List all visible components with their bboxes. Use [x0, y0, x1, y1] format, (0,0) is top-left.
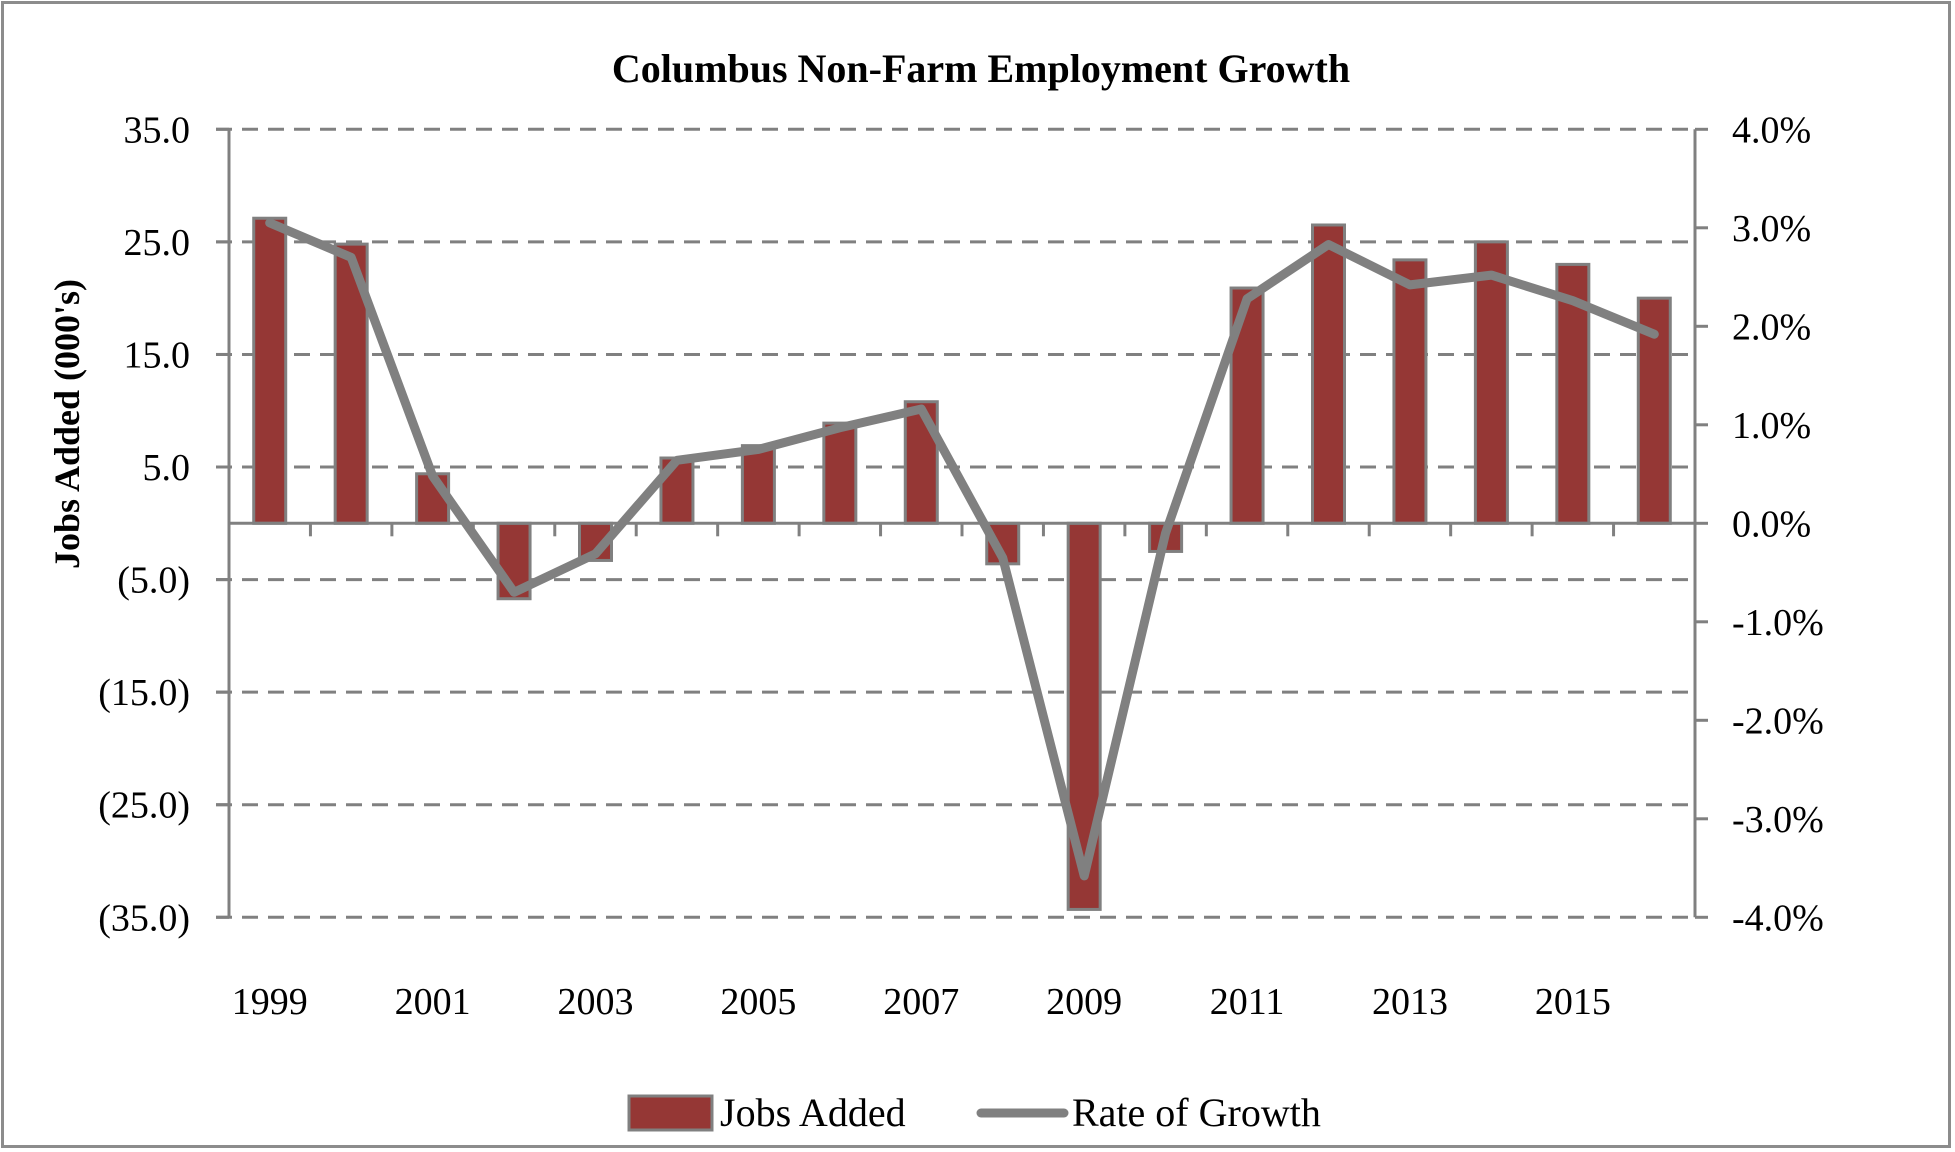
x-tick-label: 2013: [1372, 981, 1448, 1023]
x-tick-label: 2015: [1535, 981, 1611, 1023]
x-tick-label: 2007: [883, 981, 959, 1023]
left-tick-label: (25.0): [98, 785, 190, 827]
x-tick-label: 2011: [1210, 981, 1285, 1023]
right-tick-label: 1.0%: [1732, 405, 1811, 447]
line-series-rate-of-growth: [265, 218, 1659, 881]
x-tick-label: 2001: [395, 981, 471, 1023]
left-axis-tick-labels: 35.0 25.0 15.0 5.0 (5.0) (15.0) (25.0) (35.0): [98, 109, 190, 939]
right-tick-label: -3.0%: [1732, 799, 1824, 841]
right-axis-tick-labels: 4.0% 3.0% 2.0% 1.0% 0.0% -1.0% -2.0% -3.0% -4.0%: [1732, 109, 1824, 939]
y-axis-title: Jobs Added (000's): [47, 279, 87, 569]
bar-2014: [1473, 240, 1509, 525]
bar-2013: [1392, 258, 1428, 525]
chart-title: Columbus Non-Farm Employment Growth: [612, 46, 1350, 91]
x-tick-label: 2005: [720, 981, 796, 1023]
right-tick-label: 2.0%: [1732, 306, 1811, 348]
right-tick-label: -4.0%: [1732, 897, 1824, 939]
bar-2006: [822, 421, 858, 525]
rate-of-growth-line: [265, 218, 1659, 881]
legend-label-rate-of-growth: Rate of Growth: [1072, 1090, 1321, 1135]
right-tick-label: -2.0%: [1732, 700, 1824, 742]
legend-label-jobs-added: Jobs Added: [720, 1090, 906, 1135]
right-tick-label: 0.0%: [1732, 503, 1811, 545]
left-tick-label: 25.0: [124, 222, 191, 264]
left-tick-label: (15.0): [98, 672, 190, 714]
bar-1999: [252, 216, 288, 525]
legend-item-rate-of-growth[interactable]: Rate of Growth: [976, 1090, 1321, 1135]
x-tick-label: 1999: [232, 981, 308, 1023]
left-tick-label: 5.0: [143, 447, 191, 489]
legend-item-jobs-added[interactable]: Jobs Added: [627, 1090, 906, 1135]
legend-swatch-bar-icon: [627, 1094, 714, 1132]
bar-2007: [903, 400, 939, 525]
left-tick-label: 15.0: [124, 334, 191, 376]
x-axis-tick-labels: 1999 2001 2003 2005 2007 2009 2011 2013 2015: [232, 981, 1611, 1023]
x-tick-label: 2009: [1046, 981, 1122, 1023]
x-tick-label: 2003: [558, 981, 634, 1023]
bar-2009: [1066, 521, 1102, 911]
legend: Jobs Added Rate of Growth: [627, 1090, 1321, 1135]
left-tick-label: (35.0): [98, 897, 190, 939]
right-tick-label: 3.0%: [1732, 208, 1811, 250]
right-tick-label: -1.0%: [1732, 602, 1824, 644]
axes: [216, 127, 1708, 919]
left-tick-label: 35.0: [124, 109, 191, 151]
bar-2005: [740, 444, 776, 525]
bar-2012: [1311, 223, 1346, 525]
left-tick-label: (5.0): [117, 560, 190, 602]
gridlines: [216, 127, 1695, 919]
bar-series-jobs-added: [252, 216, 1672, 911]
right-tick-label: 4.0%: [1732, 109, 1811, 151]
